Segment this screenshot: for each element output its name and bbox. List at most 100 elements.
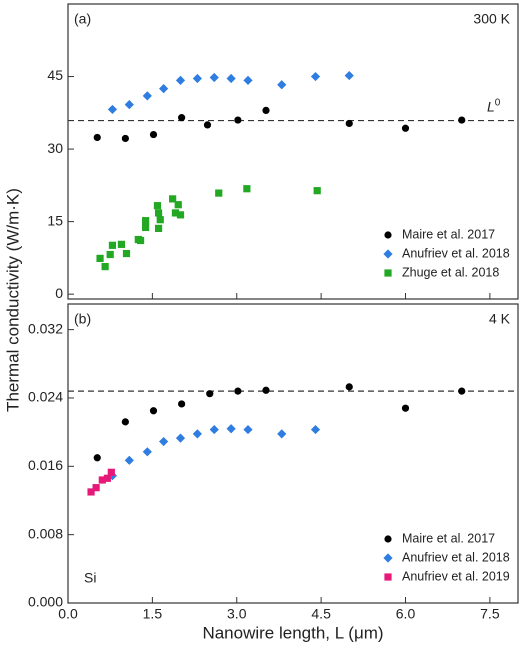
data-point [243,75,253,86]
data-point [234,387,242,395]
data-point [401,124,410,132]
data-point [171,209,180,217]
y-axis-label: Thermal conductivity (W/m·K) [3,188,22,412]
data-point [93,454,101,462]
legend-label: Maire et al. 2017 [402,531,495,545]
legend-marker [384,573,392,581]
data-point [310,71,321,82]
condition-label: 4 K [489,311,511,327]
data-point [107,104,118,115]
plot-frame [67,3,519,300]
condition-label: 300 K [473,11,510,27]
legend-marker [384,269,392,277]
data-point [226,73,236,84]
y-tick-label: 0.032 [28,320,63,336]
reference-label-sup: 0 [495,97,501,108]
data-point [458,387,466,395]
data-point [154,224,163,232]
data-point [159,84,169,94]
data-point [159,436,169,447]
data-point [156,216,164,224]
data-point [92,484,100,492]
data-point [103,474,111,482]
x-axis-label: Nanowire length, L (μm) [202,623,383,642]
plot-frame [67,303,519,604]
data-point [243,185,251,193]
y-tick-label: 30 [47,140,63,156]
legend-label: Maire et al. 2017 [402,227,495,241]
data-point [124,99,134,110]
y-tick-label: 0.024 [28,389,63,405]
data-point [142,223,150,232]
data-point [192,429,202,439]
data-point [277,80,287,90]
data-point [87,488,95,496]
data-point [243,424,253,435]
legend-label: Zhuge et al. 2018 [402,265,499,279]
x-tick-label: 3.0 [227,606,247,622]
data-point [344,70,354,81]
data-point [175,433,186,443]
data-point [96,254,104,262]
data-point [209,424,219,435]
y-tick-label: 0.000 [28,594,63,610]
data-point [178,400,186,408]
x-tick-label: 7.5 [480,606,500,622]
data-point [153,202,162,210]
data-point [192,73,202,84]
data-point [313,187,321,195]
data-point [169,195,177,203]
data-point [262,106,270,114]
panel-label: (b) [74,311,91,327]
x-tick-label: 4.5 [311,606,331,622]
data-point [142,91,152,101]
data-point [401,404,410,412]
data-point [117,240,126,248]
data-point [121,418,129,426]
legend-marker [384,535,392,543]
data-point [215,189,223,197]
data-point [176,211,185,219]
data-point [107,468,115,476]
reference-label: L0 [487,97,501,114]
legend-marker [383,553,393,563]
material-label: Si [84,570,96,586]
x-tick-label: 1.5 [143,606,163,622]
data-point [108,241,117,249]
data-point [106,250,114,259]
legend-label: Anufriev et al. 2018 [402,246,510,260]
panel-label: (a) [74,11,91,27]
data-point [178,114,186,122]
data-point [136,236,145,245]
y-tick-label: 45 [47,67,63,83]
data-point [142,217,150,225]
data-point [174,201,182,209]
data-point [101,262,109,271]
y-tick-label: 0.008 [28,525,63,541]
legend-label: Anufriev et al. 2019 [402,569,510,583]
data-point [98,476,106,484]
legend-label: Anufriev et al. 2018 [402,550,510,564]
data-point [234,116,242,124]
data-point [345,383,353,391]
data-point [154,209,163,217]
data-point [124,455,134,465]
data-point [93,133,101,142]
data-point [149,407,158,415]
y-tick-label: 0.016 [28,457,63,473]
data-point [277,429,287,439]
data-point [209,72,219,83]
data-point [206,390,214,398]
y-tick-label: 0 [55,285,63,301]
x-tick-label: 6.0 [396,606,416,622]
x-tick-label: 0.0 [58,606,78,622]
data-point [310,424,321,435]
data-point [458,116,466,124]
data-point [203,121,212,129]
data-point [345,119,353,128]
data-point [122,249,131,258]
legend-marker [384,231,392,239]
data-point [121,134,129,143]
data-point [149,130,158,139]
